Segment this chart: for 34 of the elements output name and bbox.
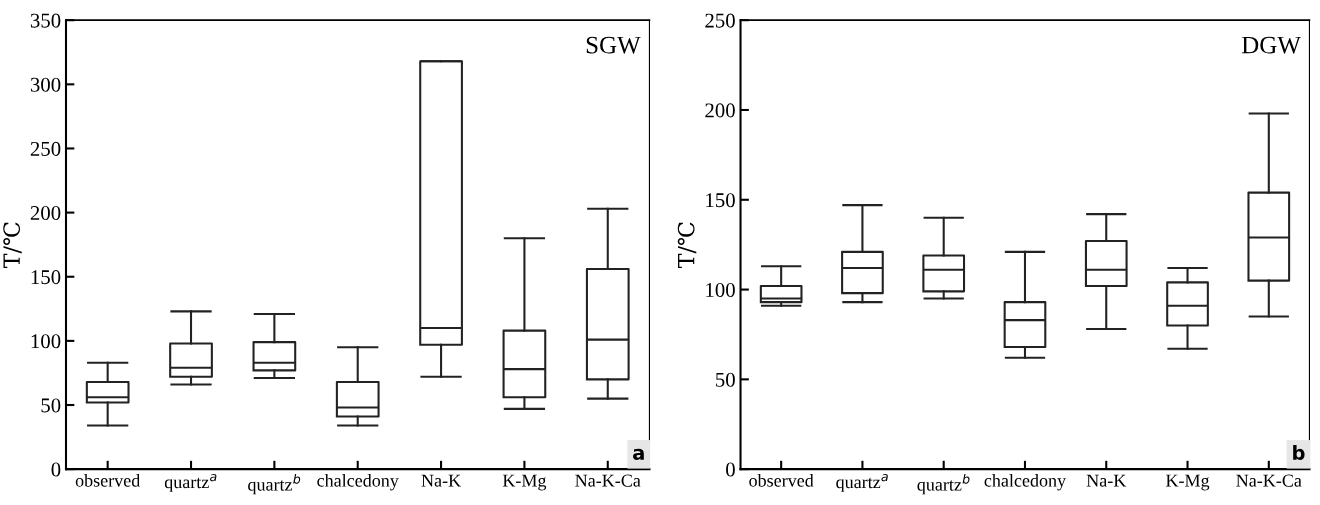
- x-tick-label: Na-K-Ca: [575, 474, 641, 487]
- y-tick-label: 50: [41, 398, 61, 413]
- y-tick-label: 250: [705, 13, 735, 28]
- x-tick-label: quartz$^{a}$: [836, 474, 888, 492]
- x-tick-label: K-Mg: [1165, 474, 1210, 491]
- y-tick-label: 200: [30, 205, 61, 221]
- x-tick-label: quartz$^{a}$: [164, 474, 217, 492]
- y-axis-title: T/℃: [677, 222, 697, 269]
- x-tick-label: Na-K-Ca: [1236, 474, 1302, 487]
- x-tick-label: K-Mg: [502, 474, 547, 491]
- x-tick-label: quartz$^{b}$: [917, 474, 970, 495]
- x-tick-label: Na-K: [421, 474, 461, 487]
- y-tick-label: 0: [726, 462, 735, 477]
- y-tick-label: 250: [30, 141, 61, 156]
- y-tick-label: 100: [706, 282, 735, 297]
- y-tick-label: 0: [51, 462, 61, 477]
- y-tick-label: 100: [31, 334, 61, 349]
- x-tick-label: observed: [749, 474, 814, 487]
- y-tick-label: 150: [706, 193, 735, 208]
- x-tick-label: observed: [75, 474, 141, 487]
- x-tick-label: chalcedony: [317, 474, 399, 491]
- x-tick-label: chalcedony: [984, 474, 1067, 491]
- y-tick-label: 50: [716, 372, 735, 387]
- x-tick-label: Na-K: [1086, 474, 1127, 487]
- y-tick-label: 350: [30, 13, 61, 28]
- x-tick-label: quartz$^{b}$: [248, 474, 301, 495]
- y-axis-title: T/℃: [3, 222, 22, 269]
- y-tick-label: 200: [705, 103, 735, 118]
- annotation: b: [1293, 444, 1305, 460]
- y-tick-label: 300: [30, 77, 61, 92]
- chart-title: DGW: [1241, 36, 1301, 54]
- y-tick-label: 150: [31, 270, 61, 285]
- chart-title: SGW: [586, 36, 641, 54]
- annotation: a: [633, 448, 644, 460]
